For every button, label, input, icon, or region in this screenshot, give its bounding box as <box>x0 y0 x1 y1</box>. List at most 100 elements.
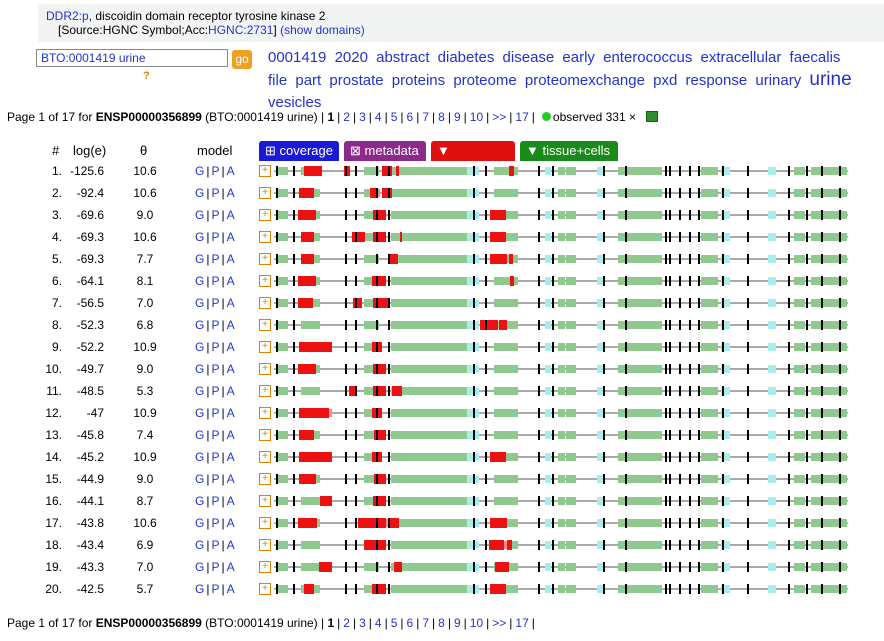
help-link[interactable]: ? <box>143 70 150 82</box>
keyword-link[interactable]: pxd <box>653 72 678 89</box>
model-link-g[interactable]: G <box>195 230 205 244</box>
model-link-g[interactable]: G <box>195 252 205 266</box>
model-link-p[interactable]: P <box>211 208 220 222</box>
expand-icon[interactable]: + <box>259 561 271 573</box>
model-link-a[interactable]: A <box>226 362 235 376</box>
coverage-track[interactable] <box>274 296 848 310</box>
tab-sequence[interactable]: ▼ sequence <box>431 141 515 178</box>
model-link-a[interactable]: A <box>226 384 235 398</box>
keyword-link[interactable]: diabetes <box>437 49 495 66</box>
expand-icon[interactable]: + <box>259 583 271 595</box>
model-link-p[interactable]: P <box>211 538 220 552</box>
coverage-track[interactable] <box>274 582 848 596</box>
model-link-p[interactable]: P <box>211 582 220 596</box>
expand-icon[interactable]: + <box>259 209 271 221</box>
model-link-a[interactable]: A <box>226 164 235 178</box>
model-link-g[interactable]: G <box>195 472 205 486</box>
expand-icon[interactable]: + <box>259 187 271 199</box>
show-domains-link[interactable]: (show domains) <box>280 23 365 37</box>
coverage-track[interactable] <box>274 494 848 508</box>
keyword-link[interactable]: response <box>685 72 748 89</box>
pager-page-link[interactable]: >> <box>492 616 507 630</box>
gene-link[interactable]: DDR2:p <box>46 9 89 23</box>
pager-page-link[interactable]: 9 <box>453 110 461 124</box>
model-link-a[interactable]: A <box>226 428 235 442</box>
keyword-link[interactable]: abstract <box>376 49 430 66</box>
coverage-track[interactable] <box>274 472 848 486</box>
model-link-a[interactable]: A <box>226 274 235 288</box>
pager-page-link[interactable]: 10 <box>469 110 484 124</box>
model-link-g[interactable]: G <box>195 296 205 310</box>
expand-icon[interactable]: + <box>259 385 271 397</box>
pager-page-link[interactable]: 8 <box>438 616 445 630</box>
tab-tissue-cells[interactable]: ▼ tissue+cells <box>520 141 618 161</box>
pager-page-link[interactable]: 7 <box>422 616 430 630</box>
pager-page-link[interactable]: 3 <box>359 616 366 630</box>
pager-page-link[interactable]: 2 <box>343 110 350 124</box>
go-button[interactable]: go <box>232 50 252 69</box>
coverage-track[interactable] <box>274 230 848 244</box>
expand-icon[interactable]: + <box>259 165 271 177</box>
model-link-a[interactable]: A <box>226 406 235 420</box>
coverage-track[interactable] <box>274 340 848 354</box>
model-link-g[interactable]: G <box>195 274 205 288</box>
model-link-g[interactable]: G <box>195 208 205 222</box>
coverage-track[interactable] <box>274 274 848 288</box>
model-link-p[interactable]: P <box>211 428 220 442</box>
model-link-p[interactable]: P <box>211 384 220 398</box>
model-link-g[interactable]: G <box>195 186 205 200</box>
expand-icon[interactable]: + <box>259 451 271 463</box>
model-link-p[interactable]: P <box>211 406 220 420</box>
model-link-a[interactable]: A <box>226 230 235 244</box>
coverage-track[interactable] <box>274 208 848 222</box>
keyword-link[interactable]: prostate <box>329 72 384 89</box>
model-link-p[interactable]: P <box>211 340 220 354</box>
expand-icon[interactable]: + <box>259 297 271 309</box>
model-link-a[interactable]: A <box>226 560 235 574</box>
keyword-link[interactable]: urinary <box>755 72 802 89</box>
model-link-g[interactable]: G <box>195 164 205 178</box>
expand-icon[interactable]: + <box>259 407 271 419</box>
model-link-p[interactable]: P <box>211 318 220 332</box>
coverage-track[interactable] <box>274 560 848 574</box>
pager-page-link[interactable]: 17 <box>515 110 529 124</box>
model-link-g[interactable]: G <box>195 516 205 530</box>
model-link-p[interactable]: P <box>211 186 220 200</box>
model-link-g[interactable]: G <box>195 340 205 354</box>
model-link-g[interactable]: G <box>195 362 205 376</box>
keyword-link[interactable]: vesicles <box>268 94 322 111</box>
expand-icon[interactable]: + <box>259 231 271 243</box>
model-link-g[interactable]: G <box>195 428 205 442</box>
model-link-p[interactable]: P <box>211 494 220 508</box>
model-link-a[interactable]: A <box>226 538 235 552</box>
pager-page-link[interactable]: 10 <box>469 616 484 630</box>
coverage-track[interactable] <box>274 164 848 178</box>
pager-page-link[interactable]: 5 <box>390 110 398 124</box>
model-link-a[interactable]: A <box>226 494 235 508</box>
pager-page-link[interactable]: 6 <box>406 110 414 124</box>
expand-icon[interactable]: + <box>259 539 271 551</box>
keyword-link[interactable]: proteomexchange <box>524 72 645 89</box>
pager-page-link[interactable]: 4 <box>374 616 382 630</box>
expand-icon[interactable]: + <box>259 253 271 265</box>
model-link-p[interactable]: P <box>211 560 220 574</box>
model-link-g[interactable]: G <box>195 318 205 332</box>
model-link-p[interactable]: P <box>211 274 220 288</box>
keyword-link[interactable]: part <box>295 72 322 89</box>
expand-icon[interactable]: + <box>259 429 271 441</box>
hgnc-link[interactable]: HGNC:2731 <box>208 23 274 37</box>
expand-icon[interactable]: + <box>259 473 271 485</box>
model-link-a[interactable]: A <box>226 582 235 596</box>
expand-icon[interactable]: + <box>259 363 271 375</box>
observed-close-button[interactable]: × <box>628 110 636 124</box>
coverage-track[interactable] <box>274 428 848 442</box>
model-link-g[interactable]: G <box>195 450 205 464</box>
expand-icon[interactable]: + <box>259 275 271 287</box>
model-link-p[interactable]: P <box>211 230 220 244</box>
model-link-a[interactable]: A <box>226 340 235 354</box>
model-link-p[interactable]: P <box>211 296 220 310</box>
pager-page-link[interactable]: 6 <box>406 616 414 630</box>
pager-page-link[interactable]: 3 <box>359 110 366 124</box>
coverage-track[interactable] <box>274 516 848 530</box>
model-link-a[interactable]: A <box>226 186 235 200</box>
